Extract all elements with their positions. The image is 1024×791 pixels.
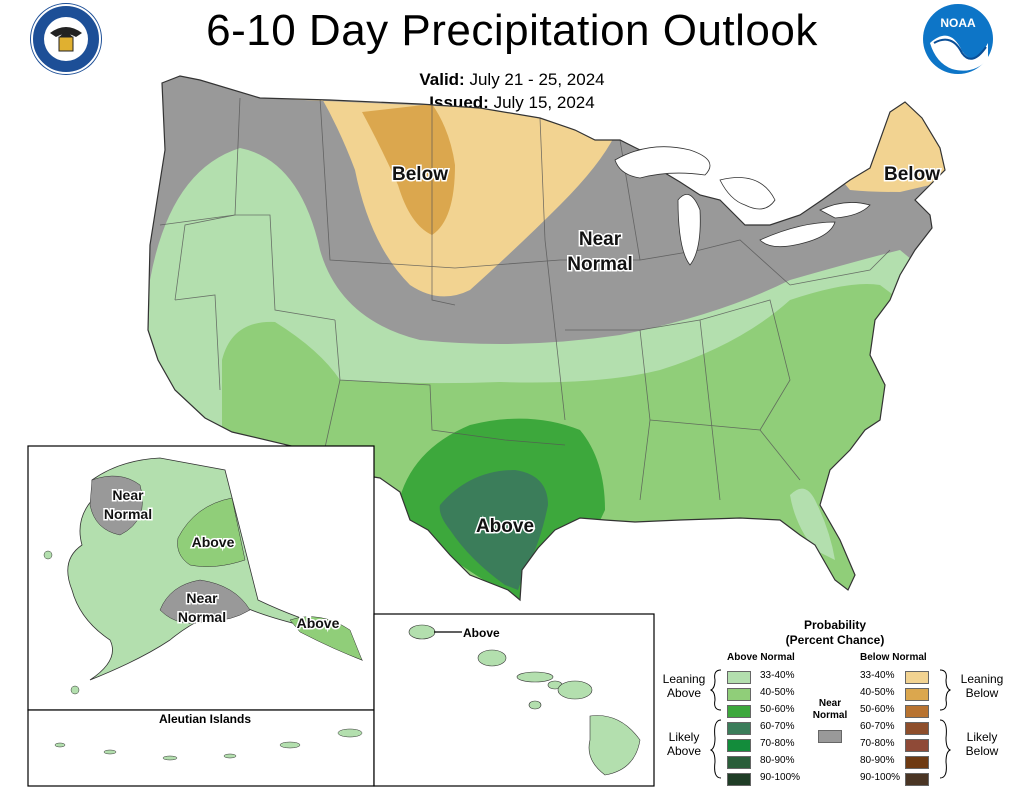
- legend-below-row-swatch: [905, 773, 929, 786]
- page-title: 6-10 Day Precipitation Outlook: [206, 6, 818, 55]
- legend-above-row-swatch: [727, 688, 751, 701]
- label-hawaii-above: Above: [463, 626, 500, 640]
- legend-below-row-swatch: [905, 705, 929, 718]
- legend-above-braces: [709, 669, 722, 779]
- label-above-texas: Above: [476, 516, 534, 537]
- legend-leaning-below: Leaning Below: [952, 672, 1012, 700]
- legend-above-row-label: 90-100%: [760, 772, 801, 783]
- noaa-logo-icon: NOAA: [922, 3, 994, 75]
- label-near-normal-midwest-line2: Normal: [567, 254, 632, 275]
- legend-leaning-above: Leaning Above: [657, 672, 711, 700]
- legend-below-header: Below Normal: [860, 652, 927, 663]
- label-ak-above-east: Above: [192, 534, 235, 550]
- label-ak-near-normal-south-line2: Normal: [178, 609, 226, 625]
- legend-likely-above-1: Likely: [668, 730, 700, 744]
- legend-above-row-swatch: [727, 722, 751, 735]
- hawaii-islands: [408, 624, 641, 776]
- conus-outline: [147, 75, 946, 602]
- legend-below-row-label: 60-70%: [860, 721, 895, 732]
- aleutian-inset-frame: [27, 709, 375, 787]
- legend-title-line1: Probability: [803, 618, 866, 632]
- legend-above-row-label: 70-80%: [760, 738, 795, 749]
- legend-above-row-swatch: [727, 671, 751, 684]
- legend-above-row-swatch: [727, 739, 751, 752]
- legend-above-header: Above Normal: [727, 652, 795, 663]
- aleutian-title: Aleutian Islands: [159, 712, 251, 726]
- legend: Probability (Percent Chance) Above Norma…: [655, 614, 1015, 786]
- legend-near-label-2: Normal: [812, 710, 848, 721]
- legend-leaning-below-1: Leaning: [960, 672, 1004, 686]
- valid-value: July 21 - 25, 2024: [469, 70, 605, 89]
- label-ak-near-normal-nw-line2: Normal: [104, 506, 152, 522]
- legend-above-row-label: 80-90%: [760, 755, 795, 766]
- legend-below-row-swatch: [905, 688, 929, 701]
- legend-likely-below-2: Below: [965, 744, 999, 758]
- label-below-maine: Below: [884, 164, 940, 185]
- legend-below-row-label: 90-100%: [860, 772, 901, 783]
- legend-below-row-label: 33-40%: [860, 670, 895, 681]
- legend-leaning-below-2: Below: [965, 686, 999, 700]
- legend-above-row-label: 33-40%: [760, 670, 795, 681]
- label-ak-above-panhandle: Above: [297, 615, 340, 631]
- department-of-commerce-seal-icon: [30, 3, 102, 75]
- legend-leaning-above-1: Leaning: [662, 672, 706, 686]
- legend-below-row-swatch: [905, 739, 929, 752]
- legend-near-label-1: Near: [818, 698, 842, 709]
- legend-title-line2: (Percent Chance): [785, 633, 885, 647]
- legend-likely-above: Likely Above: [657, 730, 711, 758]
- legend-below-row-swatch: [905, 756, 929, 769]
- legend-above-row-label: 50-60%: [760, 704, 795, 715]
- legend-below-braces: [939, 669, 952, 779]
- noaa-logo-text: NOAA: [940, 16, 976, 30]
- label-ak-near-normal-nw-line1: Near: [112, 487, 144, 503]
- legend-above-row-label: 40-50%: [760, 687, 795, 698]
- legend-above-row-label: 60-70%: [760, 721, 795, 732]
- legend-near-normal-label: Near Normal: [807, 698, 853, 722]
- legend-below-row-label: 50-60%: [860, 704, 895, 715]
- legend-below-row-swatch: [905, 722, 929, 735]
- legend-below-row-label: 70-80%: [860, 738, 895, 749]
- issued-value: July 15, 2024: [493, 93, 595, 112]
- legend-leaning-above-2: Above: [666, 686, 702, 700]
- legend-likely-below-1: Likely: [966, 730, 998, 744]
- legend-below-row-swatch: [905, 671, 929, 684]
- legend-above-row-swatch: [727, 705, 751, 718]
- legend-below-row-label: 40-50%: [860, 687, 895, 698]
- legend-below-row-label: 80-90%: [860, 755, 895, 766]
- legend-above-row-swatch: [727, 756, 751, 769]
- valid-line: Valid: July 21 - 25, 2024: [0, 70, 1024, 90]
- label-below-north-plains: Below: [392, 164, 448, 185]
- legend-likely-below: Likely Below: [952, 730, 1012, 758]
- aleutian-islands: [54, 728, 363, 761]
- great-lakes: [614, 146, 871, 266]
- label-near-normal-midwest-line1: Near: [579, 229, 622, 250]
- alaska-map: [43, 457, 364, 695]
- valid-label: Valid:: [419, 70, 465, 89]
- legend-above-row-swatch: [727, 773, 751, 786]
- legend-near-normal-swatch: [818, 730, 842, 743]
- label-ak-near-normal-south-line1: Near: [186, 590, 218, 606]
- legend-likely-above-2: Above: [666, 744, 702, 758]
